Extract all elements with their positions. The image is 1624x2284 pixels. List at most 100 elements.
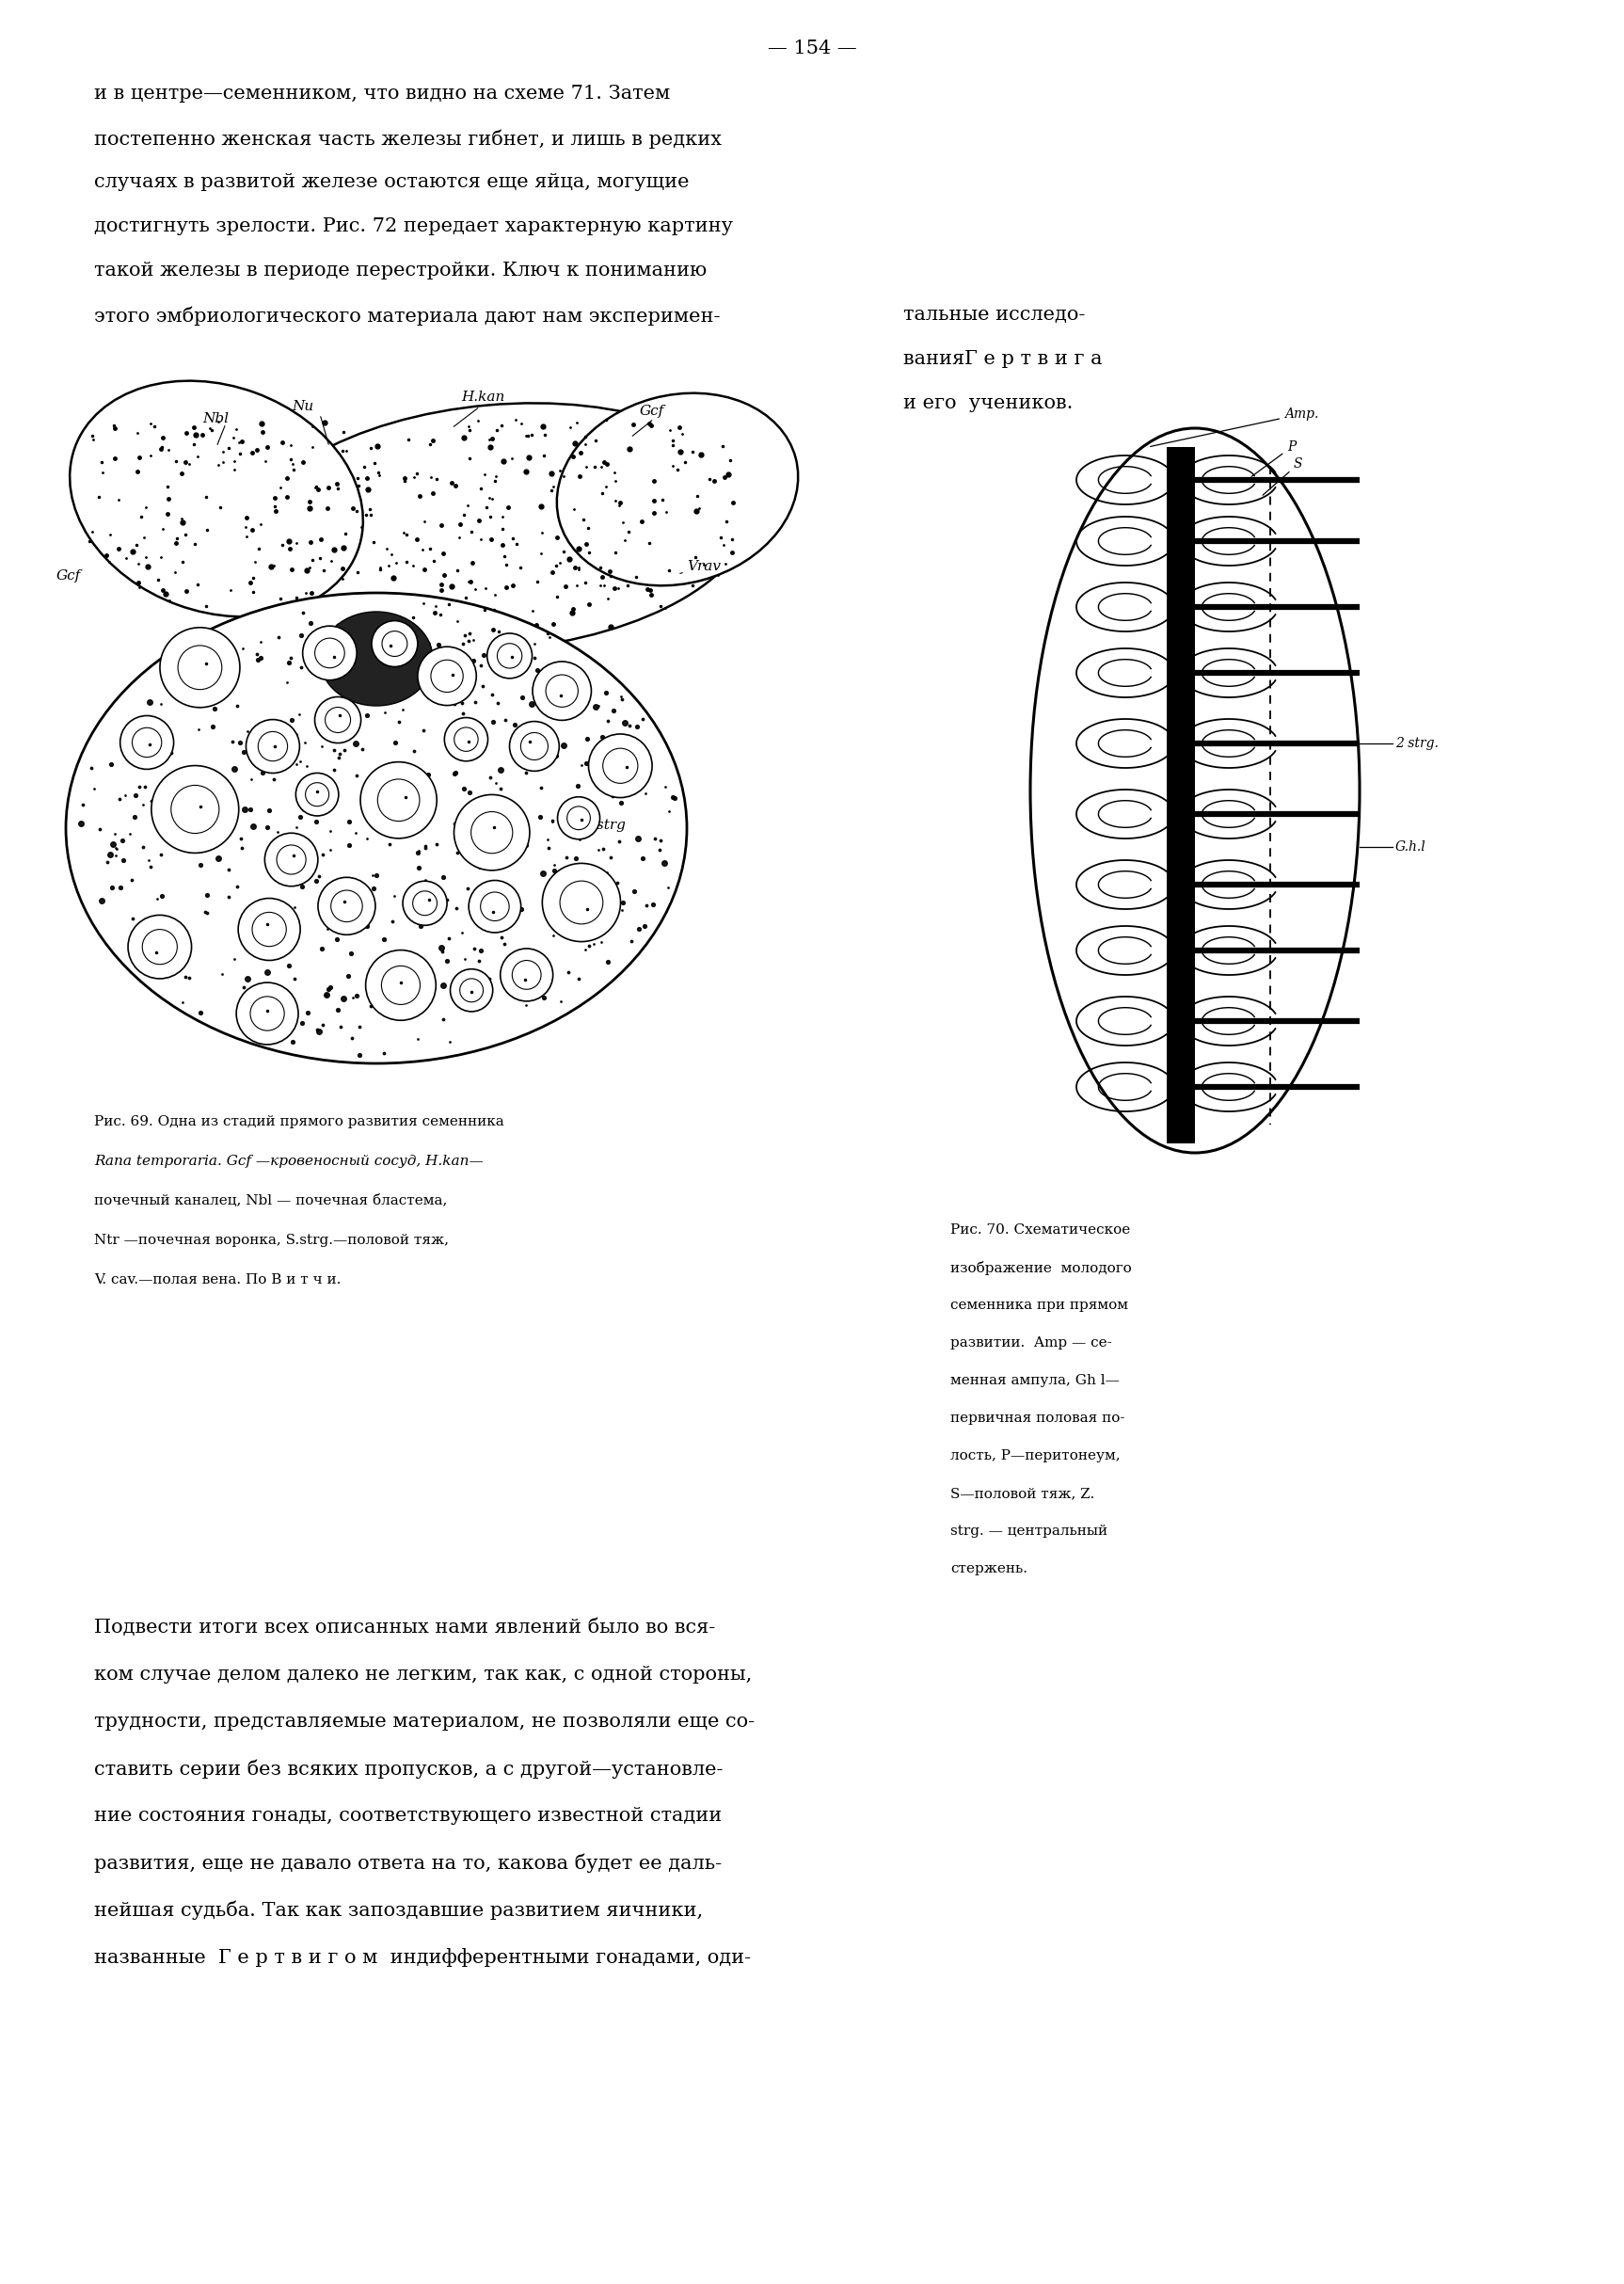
Text: и в центре—семенником, что видно на схеме 71. Затем: и в центре—семенником, что видно на схем… — [94, 85, 671, 103]
Circle shape — [417, 646, 476, 706]
Circle shape — [265, 834, 318, 886]
Circle shape — [567, 806, 591, 829]
Circle shape — [403, 882, 447, 925]
Circle shape — [546, 674, 578, 708]
Text: Ntr —почечная воронка, S.strg.—половой тяж,: Ntr —почечная воронка, S.strg.—половой т… — [94, 1233, 448, 1247]
Text: стержень.: стержень. — [950, 1562, 1028, 1576]
Circle shape — [128, 916, 192, 978]
Circle shape — [533, 662, 591, 719]
Circle shape — [412, 891, 437, 916]
Text: Gcf: Gcf — [57, 569, 81, 582]
Circle shape — [512, 959, 541, 989]
Text: Nbl: Nbl — [203, 411, 229, 425]
Text: Подвести итоги всех описанных нами явлений было во вся-: Подвести итоги всех описанных нами явлен… — [94, 1619, 715, 1638]
Text: такой железы в периоде перестройки. Ключ к пониманию: такой железы в периоде перестройки. Ключ… — [94, 263, 706, 279]
Circle shape — [171, 786, 219, 834]
Text: изображение  молодого: изображение молодого — [950, 1261, 1132, 1274]
Circle shape — [258, 731, 287, 761]
Text: H.kan: H.kan — [461, 391, 505, 404]
Circle shape — [276, 845, 305, 875]
Circle shape — [487, 633, 533, 678]
Circle shape — [588, 733, 653, 797]
Circle shape — [305, 783, 330, 806]
Text: ком случае делом далеко не легким, так как, с одной стороны,: ком случае делом далеко не легким, так к… — [94, 1665, 752, 1683]
Text: постепенно женская часть железы гибнет, и лишь в редких: постепенно женская часть железы гибнет, … — [94, 128, 721, 148]
Text: Gcf: Gcf — [640, 404, 664, 418]
Circle shape — [542, 863, 620, 941]
Circle shape — [302, 626, 357, 681]
Circle shape — [331, 891, 362, 923]
Circle shape — [500, 948, 552, 1000]
Circle shape — [471, 811, 513, 854]
Circle shape — [179, 646, 222, 690]
Text: и его  учеников.: и его учеников. — [903, 395, 1073, 411]
Text: V. cav.—полая вена. По В и т ч и.: V. cav.—полая вена. По В и т ч и. — [94, 1272, 341, 1286]
Circle shape — [469, 879, 521, 932]
Circle shape — [377, 779, 419, 822]
Circle shape — [560, 882, 603, 925]
Text: первичная половая по-: первичная половая по- — [950, 1412, 1125, 1425]
Bar — [1166, 448, 1195, 1144]
Circle shape — [361, 763, 437, 838]
Circle shape — [325, 708, 351, 733]
Circle shape — [151, 765, 239, 852]
Ellipse shape — [320, 612, 434, 706]
Circle shape — [430, 660, 463, 692]
Circle shape — [455, 795, 529, 870]
Text: strg. — центральный: strg. — центральный — [950, 1523, 1108, 1537]
Ellipse shape — [557, 393, 797, 585]
Text: Vrav: Vrav — [687, 560, 721, 573]
Circle shape — [159, 628, 240, 708]
Text: S.strg: S.strg — [583, 818, 627, 831]
Text: P: P — [1252, 441, 1296, 477]
Circle shape — [382, 630, 408, 656]
Text: этого эмбриологического материала дают нам эксперимен-: этого эмбриологического материала дают н… — [94, 306, 721, 324]
Text: Rana temporaria. Gcf —кровеносный сосуд, H.kan—: Rana temporaria. Gcf —кровеносный сосуд,… — [94, 1156, 484, 1167]
Text: трудности, представляемые материалом, не позволяли еще со-: трудности, представляемые материалом, не… — [94, 1713, 755, 1731]
Text: G.h.l: G.h.l — [1395, 841, 1426, 854]
Circle shape — [237, 982, 299, 1044]
Circle shape — [521, 733, 547, 761]
Text: лость, P—перитонеум,: лость, P—перитонеум, — [950, 1450, 1121, 1462]
Text: менная ампула, Gh l—: менная ампула, Gh l— — [950, 1375, 1119, 1386]
Circle shape — [318, 877, 375, 934]
Circle shape — [557, 797, 599, 838]
Circle shape — [245, 719, 299, 772]
Circle shape — [365, 950, 435, 1021]
Ellipse shape — [70, 381, 364, 617]
Ellipse shape — [67, 594, 687, 1064]
Text: названные  Г е р т в и г о м  индифферентными гонадами, оди-: названные Г е р т в и г о м индифферентн… — [94, 1948, 750, 1967]
Circle shape — [372, 621, 417, 667]
Circle shape — [603, 749, 638, 783]
Circle shape — [239, 898, 300, 959]
Text: Рис. 69. Одна из стадий прямого развития семенника: Рис. 69. Одна из стадий прямого развития… — [94, 1115, 503, 1128]
Circle shape — [481, 893, 510, 920]
Ellipse shape — [245, 404, 752, 651]
Circle shape — [315, 697, 361, 742]
Circle shape — [455, 726, 477, 751]
Circle shape — [120, 715, 174, 770]
Circle shape — [296, 772, 338, 815]
Circle shape — [460, 978, 484, 1003]
Text: S: S — [1263, 457, 1302, 496]
Circle shape — [252, 911, 286, 946]
Text: случаях в развитой железе остаются еще яйца, могущие: случаях в развитой железе остаются еще я… — [94, 174, 689, 192]
Text: нейшая судьба. Так как запоздавшие развитием яичники,: нейшая судьба. Так как запоздавшие разви… — [94, 1900, 703, 1921]
Text: ванияГ е р т в и г а: ванияГ е р т в и г а — [903, 349, 1103, 368]
Text: Nu: Nu — [292, 400, 313, 413]
Circle shape — [445, 717, 487, 761]
Circle shape — [143, 930, 177, 964]
Text: ние состояния гонады, соответствующего известной стадии: ние состояния гонады, соответствующего и… — [94, 1807, 723, 1825]
Circle shape — [250, 996, 284, 1030]
Text: достигнуть зрелости. Рис. 72 передает характерную картину: достигнуть зрелости. Рис. 72 передает ха… — [94, 217, 732, 235]
Text: 2 strg.: 2 strg. — [1395, 738, 1439, 749]
Circle shape — [315, 637, 344, 667]
Text: S—половой тяж, Z.: S—половой тяж, Z. — [950, 1487, 1095, 1501]
Circle shape — [382, 966, 421, 1005]
Text: семенника при прямом: семенника при прямом — [950, 1300, 1129, 1311]
Circle shape — [510, 722, 559, 772]
Text: тальные исследо-: тальные исследо- — [903, 306, 1085, 324]
Text: Amp.: Amp. — [1150, 407, 1319, 445]
Circle shape — [497, 644, 521, 669]
Text: Рис. 70. Схематическое: Рис. 70. Схематическое — [950, 1224, 1130, 1236]
